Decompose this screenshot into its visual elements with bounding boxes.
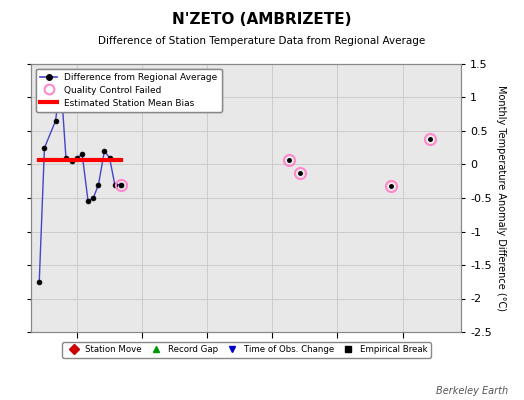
Text: Berkeley Earth: Berkeley Earth [436, 386, 508, 396]
Y-axis label: Monthly Temperature Anomaly Difference (°C): Monthly Temperature Anomaly Difference (… [496, 85, 506, 311]
Legend: Station Move, Record Gap, Time of Obs. Change, Empirical Break: Station Move, Record Gap, Time of Obs. C… [62, 342, 431, 358]
Legend: Difference from Regional Average, Quality Control Failed, Estimated Station Mean: Difference from Regional Average, Qualit… [36, 68, 222, 112]
Text: Difference of Station Temperature Data from Regional Average: Difference of Station Temperature Data f… [99, 36, 425, 46]
Text: N'ZETO (AMBRIZETE): N'ZETO (AMBRIZETE) [172, 12, 352, 27]
